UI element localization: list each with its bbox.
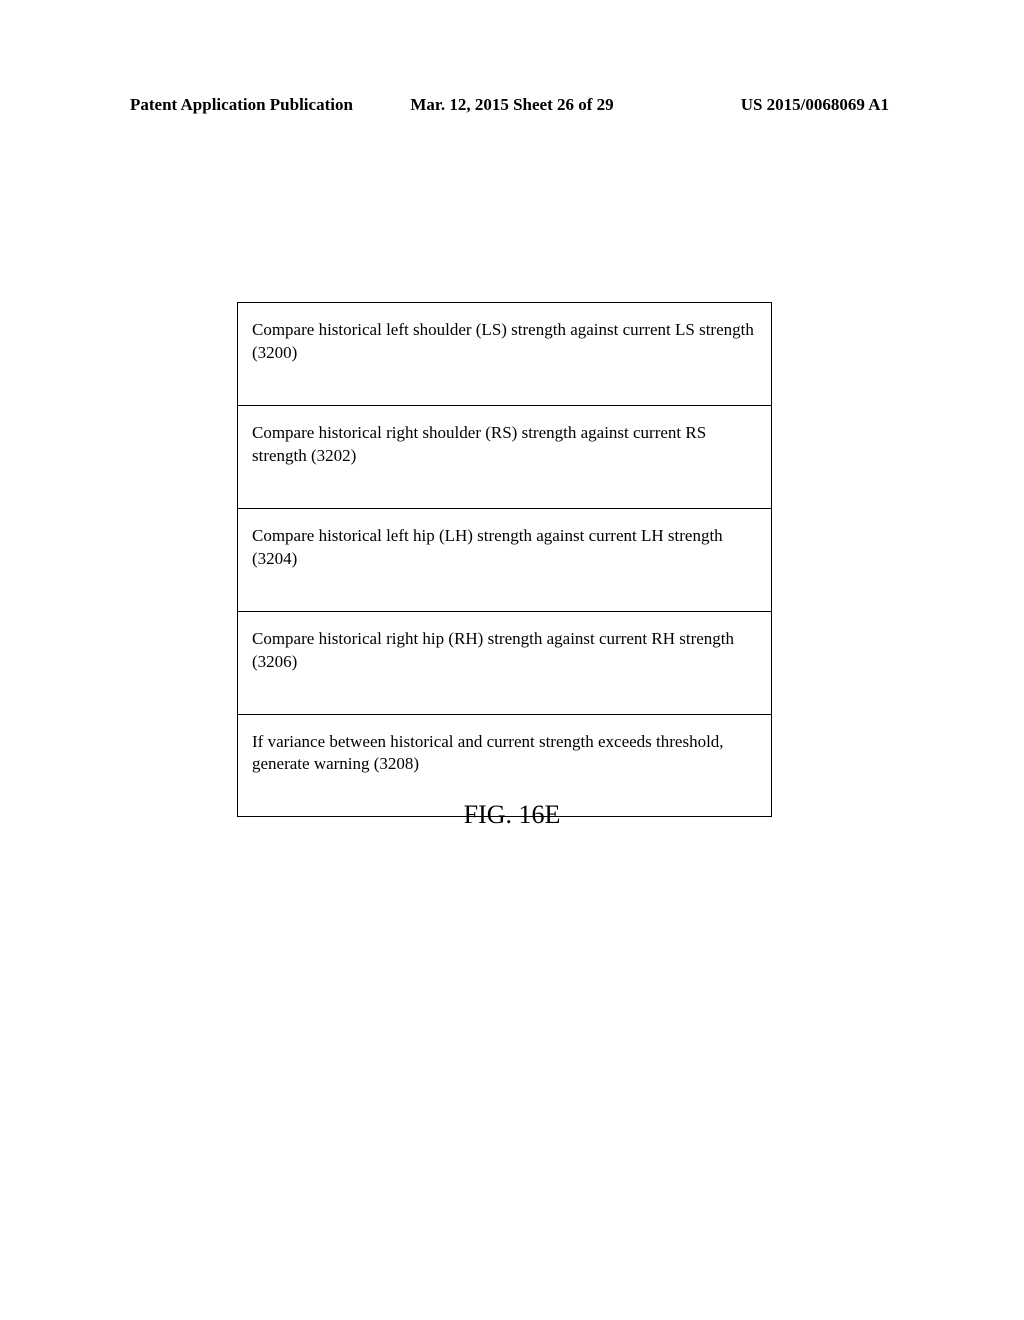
flowchart-step: Compare historical right hip (RH) streng… — [238, 612, 771, 715]
step-text: Compare historical right hip (RH) streng… — [252, 629, 734, 671]
flowchart-step: Compare historical right shoulder (RS) s… — [238, 406, 771, 509]
flowchart: Compare historical left shoulder (LS) st… — [237, 302, 772, 817]
step-text: Compare historical right shoulder (RS) s… — [252, 423, 706, 465]
figure-label: FIG. 16E — [464, 800, 561, 830]
flowchart-step: Compare historical left hip (LH) strengt… — [238, 509, 771, 612]
step-text: Compare historical left shoulder (LS) st… — [252, 320, 754, 362]
step-text: Compare historical left hip (LH) strengt… — [252, 526, 723, 568]
page-header: Patent Application Publication Mar. 12, … — [0, 95, 1024, 115]
flowchart-step: Compare historical left shoulder (LS) st… — [238, 303, 771, 406]
header-right: US 2015/0068069 A1 — [741, 95, 889, 115]
step-text: If variance between historical and curre… — [252, 732, 724, 774]
header-center: Mar. 12, 2015 Sheet 26 of 29 — [410, 95, 613, 115]
header-left: Patent Application Publication — [130, 95, 353, 115]
